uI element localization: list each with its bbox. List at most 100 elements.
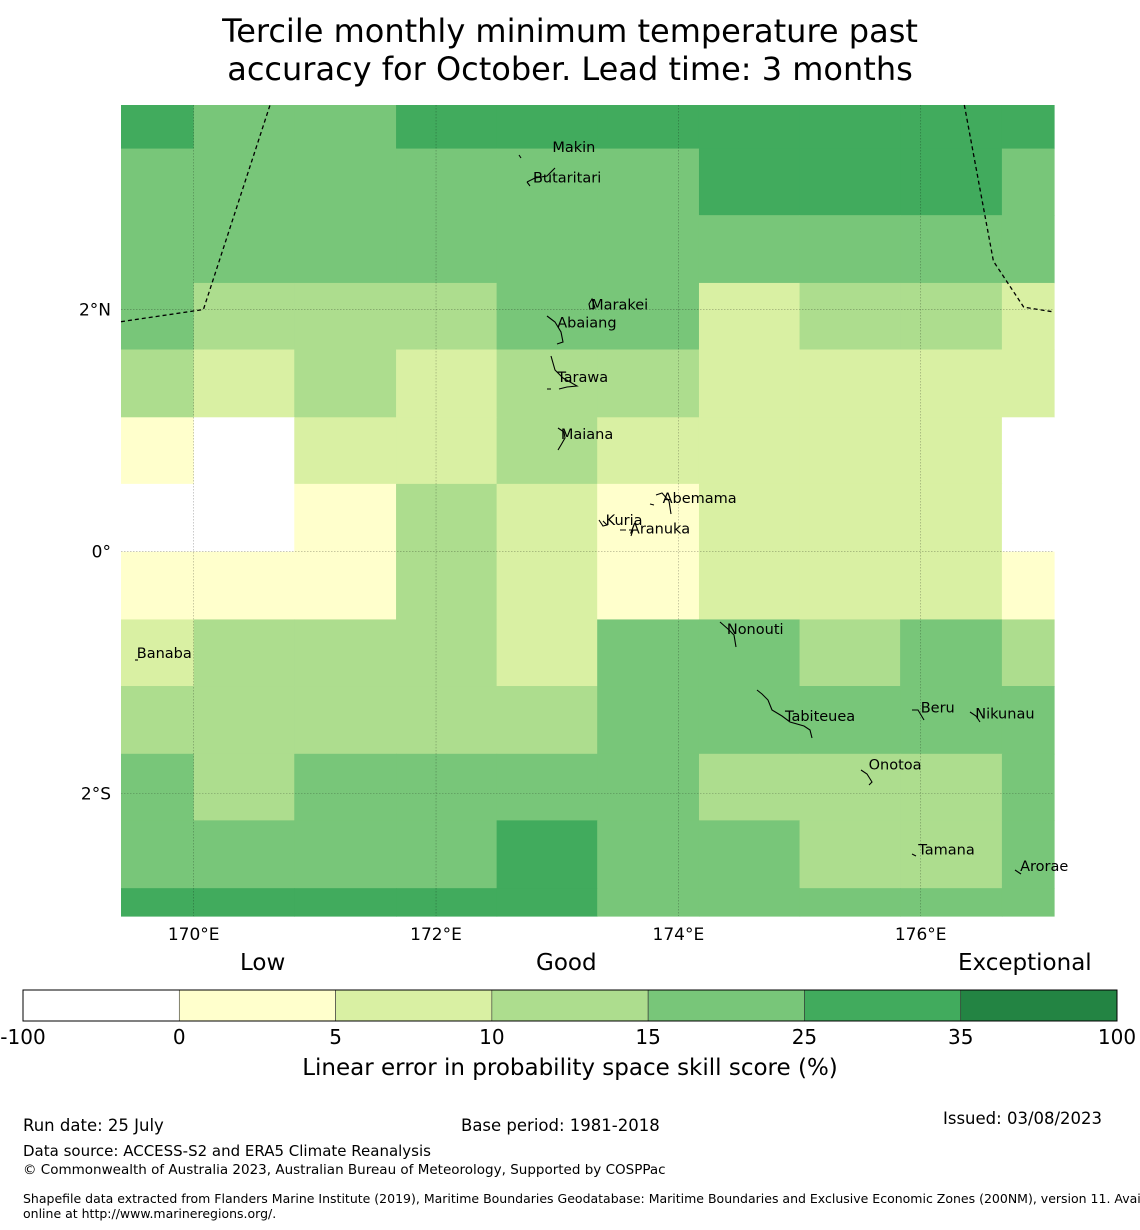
grid-cell	[396, 619, 498, 687]
grid-cell	[496, 215, 598, 284]
colorbar: -100 0 5 10 15 25 35 100	[0, 989, 1136, 1049]
grid-cell	[396, 105, 498, 150]
grid-cell	[900, 148, 1003, 216]
grid-cell	[698, 215, 801, 284]
island-outlines	[135, 154, 1022, 875]
grid-cell	[597, 148, 700, 216]
colorbar-segment	[804, 989, 962, 1022]
grid-cell	[294, 349, 397, 418]
island-label: Kuria	[606, 513, 643, 529]
island-outline	[588, 297, 596, 310]
grid-cell	[698, 483, 801, 553]
grid-cell	[121, 105, 195, 150]
grid-cell	[799, 148, 901, 216]
grid-cell	[799, 282, 901, 351]
grid-cell	[121, 551, 195, 621]
grid-cell	[396, 148, 498, 216]
island-outline	[1014, 869, 1022, 875]
grid-cell	[294, 551, 397, 621]
grid-cell	[597, 349, 700, 418]
lon-tick-label: 176°E	[895, 925, 947, 945]
island-labels: Makin Butaritari Marakei Abaiang Tarawa Maian…	[137, 140, 1069, 875]
grid-cell	[396, 483, 498, 553]
grid-cell	[698, 686, 801, 755]
shapefile-credit-line-1: Shapefile data extracted from Flanders M…	[23, 1191, 1140, 1206]
colorbar-segment	[491, 989, 649, 1022]
grid-cell	[698, 349, 801, 418]
island-outline	[860, 769, 873, 786]
grid-cell	[900, 483, 1003, 553]
grid-cell	[121, 483, 195, 553]
grid-cell	[1001, 483, 1055, 553]
island-label: Arorae	[1020, 859, 1068, 875]
grid-cell	[1001, 619, 1055, 687]
grid-cell	[193, 282, 295, 351]
grid-cell	[193, 888, 295, 917]
grid-cell	[698, 753, 801, 821]
island-outline	[546, 315, 564, 345]
grid-cell	[294, 215, 397, 284]
grid-cell	[396, 215, 498, 284]
grid-cell	[496, 417, 598, 485]
grid-cell	[698, 551, 801, 621]
colorbar-tick-label: 25	[792, 1025, 817, 1049]
grid-cell	[698, 148, 801, 216]
grid-cell	[396, 753, 498, 821]
island-label: Tabiteuea	[784, 709, 855, 725]
grid-cell	[597, 417, 700, 485]
grid-cell	[496, 148, 598, 216]
island-label: Marakei	[591, 298, 648, 314]
island-label: Onotoa	[869, 758, 922, 774]
island-outline	[598, 519, 609, 527]
shapefile-credit-line-2: online at http://www.marineregions.org/.	[23, 1206, 277, 1221]
chart-title-line-1: Tercile monthly minimum temperature past	[222, 12, 918, 50]
island-label: Makin	[552, 140, 595, 156]
grid-cell	[396, 282, 498, 351]
grid-cell	[193, 551, 295, 621]
grid-cell	[900, 215, 1003, 284]
grid-cell	[496, 619, 598, 687]
grid-cell	[900, 619, 1003, 687]
map-gridlines	[121, 105, 1054, 916]
colorbar-segment	[178, 989, 336, 1022]
island-label: Tarawa	[556, 370, 608, 386]
grid-cell	[1001, 417, 1055, 485]
grid-cell	[799, 105, 901, 150]
grid-cell	[193, 349, 295, 418]
grid-cell	[698, 619, 801, 687]
base-period: Base period: 1981-2018	[461, 1116, 660, 1135]
grid-cell	[121, 820, 195, 889]
island-outline	[649, 492, 672, 515]
grid-cell	[121, 417, 195, 485]
grid-cell	[121, 215, 195, 284]
lon-tick-label: 170°E	[168, 925, 220, 945]
grid-cell	[1001, 282, 1055, 351]
grid-cell	[294, 686, 397, 755]
grid-cell	[1001, 686, 1055, 755]
colorbar-tick-label: -100	[0, 1025, 45, 1049]
colorbar-segment	[647, 989, 805, 1022]
grid-cell	[496, 820, 598, 889]
eez-boundary-west	[120, 104, 271, 323]
grid-cell	[496, 686, 598, 755]
eez-boundaries	[120, 104, 1055, 323]
grid-cell	[294, 282, 397, 351]
grid-cell	[799, 551, 901, 621]
grid-cell	[597, 753, 700, 821]
grid-cell	[193, 820, 295, 889]
grid-cell	[396, 888, 498, 917]
grid-cell	[799, 619, 901, 687]
grid-cell	[597, 888, 700, 917]
grid-cell	[597, 686, 700, 755]
chart-title-line-2: accuracy for October. Lead time: 3 month…	[227, 50, 913, 88]
axis-ticks: 170°E 172°E 174°E 176°E 2°N 0° 2°S	[79, 301, 947, 945]
grid-cell	[900, 753, 1003, 821]
lat-tick-label: 2°N	[79, 301, 111, 321]
lon-tick-label: 174°E	[653, 925, 705, 945]
grid-cell	[799, 417, 901, 485]
grid-cell	[1001, 105, 1055, 150]
grid-cell	[294, 888, 397, 917]
grid-cell	[900, 551, 1003, 621]
grid-cell	[396, 686, 498, 755]
colorbar-tick-label: 0	[173, 1025, 186, 1049]
